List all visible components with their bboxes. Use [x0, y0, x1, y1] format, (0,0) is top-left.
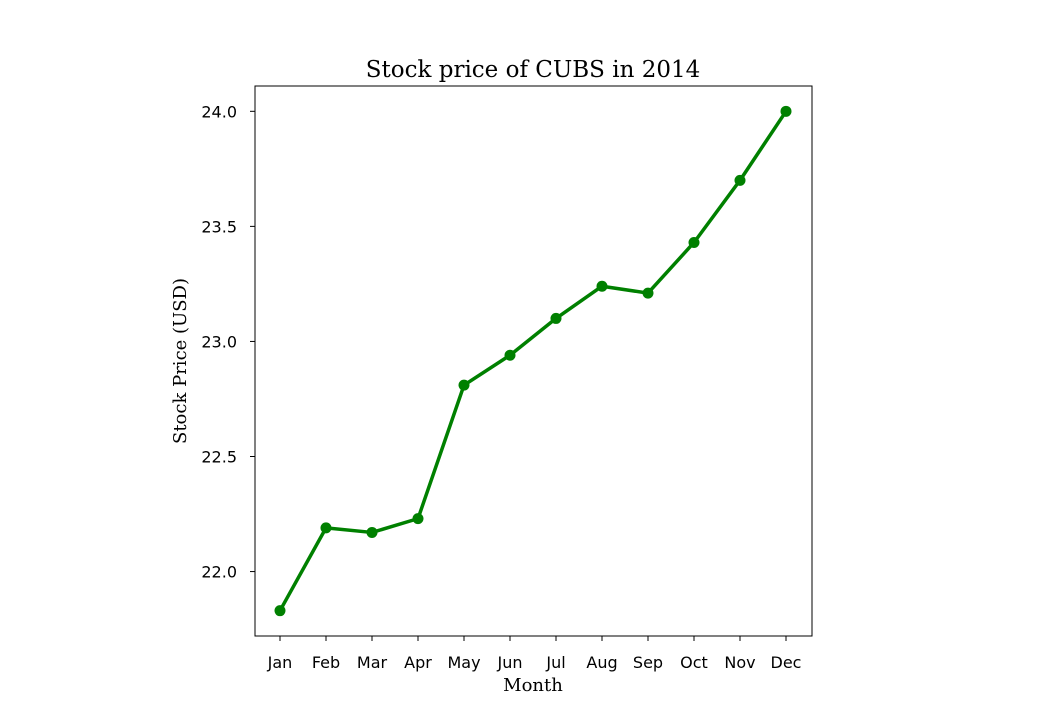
- x-axis-ticks: Jan Feb Mar Apr May Jun Jul Aug Sep Oct Nov Dec: [267, 636, 802, 672]
- y-tick-label: 22.5: [201, 448, 237, 467]
- x-tick-label: Dec: [771, 653, 802, 672]
- y-tick-label: 24.0: [201, 102, 237, 121]
- x-tick-label: Jan: [267, 653, 293, 672]
- x-tick-label: Nov: [724, 653, 755, 672]
- data-point-nov: [734, 174, 746, 186]
- x-tick-label: Jul: [545, 653, 565, 672]
- data-point-jun: [504, 349, 516, 361]
- x-tick-label: Oct: [680, 653, 708, 672]
- x-tick-label: Jun: [497, 653, 523, 672]
- data-point-jul: [550, 312, 562, 324]
- y-tick-label: 22.0: [201, 563, 237, 582]
- chart-title: Stock price of CUBS in 2014: [366, 57, 701, 83]
- x-tick-label: May: [447, 653, 480, 672]
- data-point-mar: [366, 526, 378, 538]
- x-axis-label: Month: [503, 675, 563, 696]
- series-line: [278, 109, 788, 613]
- y-axis-ticks: 22.0 22.5 23.0 23.5 24.0: [201, 102, 255, 582]
- x-tick-label: Feb: [312, 653, 340, 672]
- data-point-feb: [320, 522, 332, 534]
- data-point-may: [458, 379, 470, 391]
- data-point-aug: [596, 280, 608, 292]
- y-tick-label: 23.5: [201, 217, 237, 236]
- data-point-sep: [642, 287, 654, 299]
- data-point-oct: [688, 236, 700, 248]
- x-tick-label: Apr: [404, 653, 432, 672]
- x-tick-label: Mar: [357, 653, 388, 672]
- data-point-apr: [412, 513, 424, 525]
- x-tick-label: Sep: [633, 653, 663, 672]
- y-tick-label: 23.0: [201, 332, 237, 351]
- data-point-jan: [274, 605, 286, 617]
- series-layer: [274, 105, 792, 617]
- plot-area-frame: [254, 85, 813, 637]
- data-point-dec: [780, 105, 792, 117]
- y-axis-label: Stock Price (USD): [170, 278, 191, 444]
- x-tick-label: Aug: [586, 653, 617, 672]
